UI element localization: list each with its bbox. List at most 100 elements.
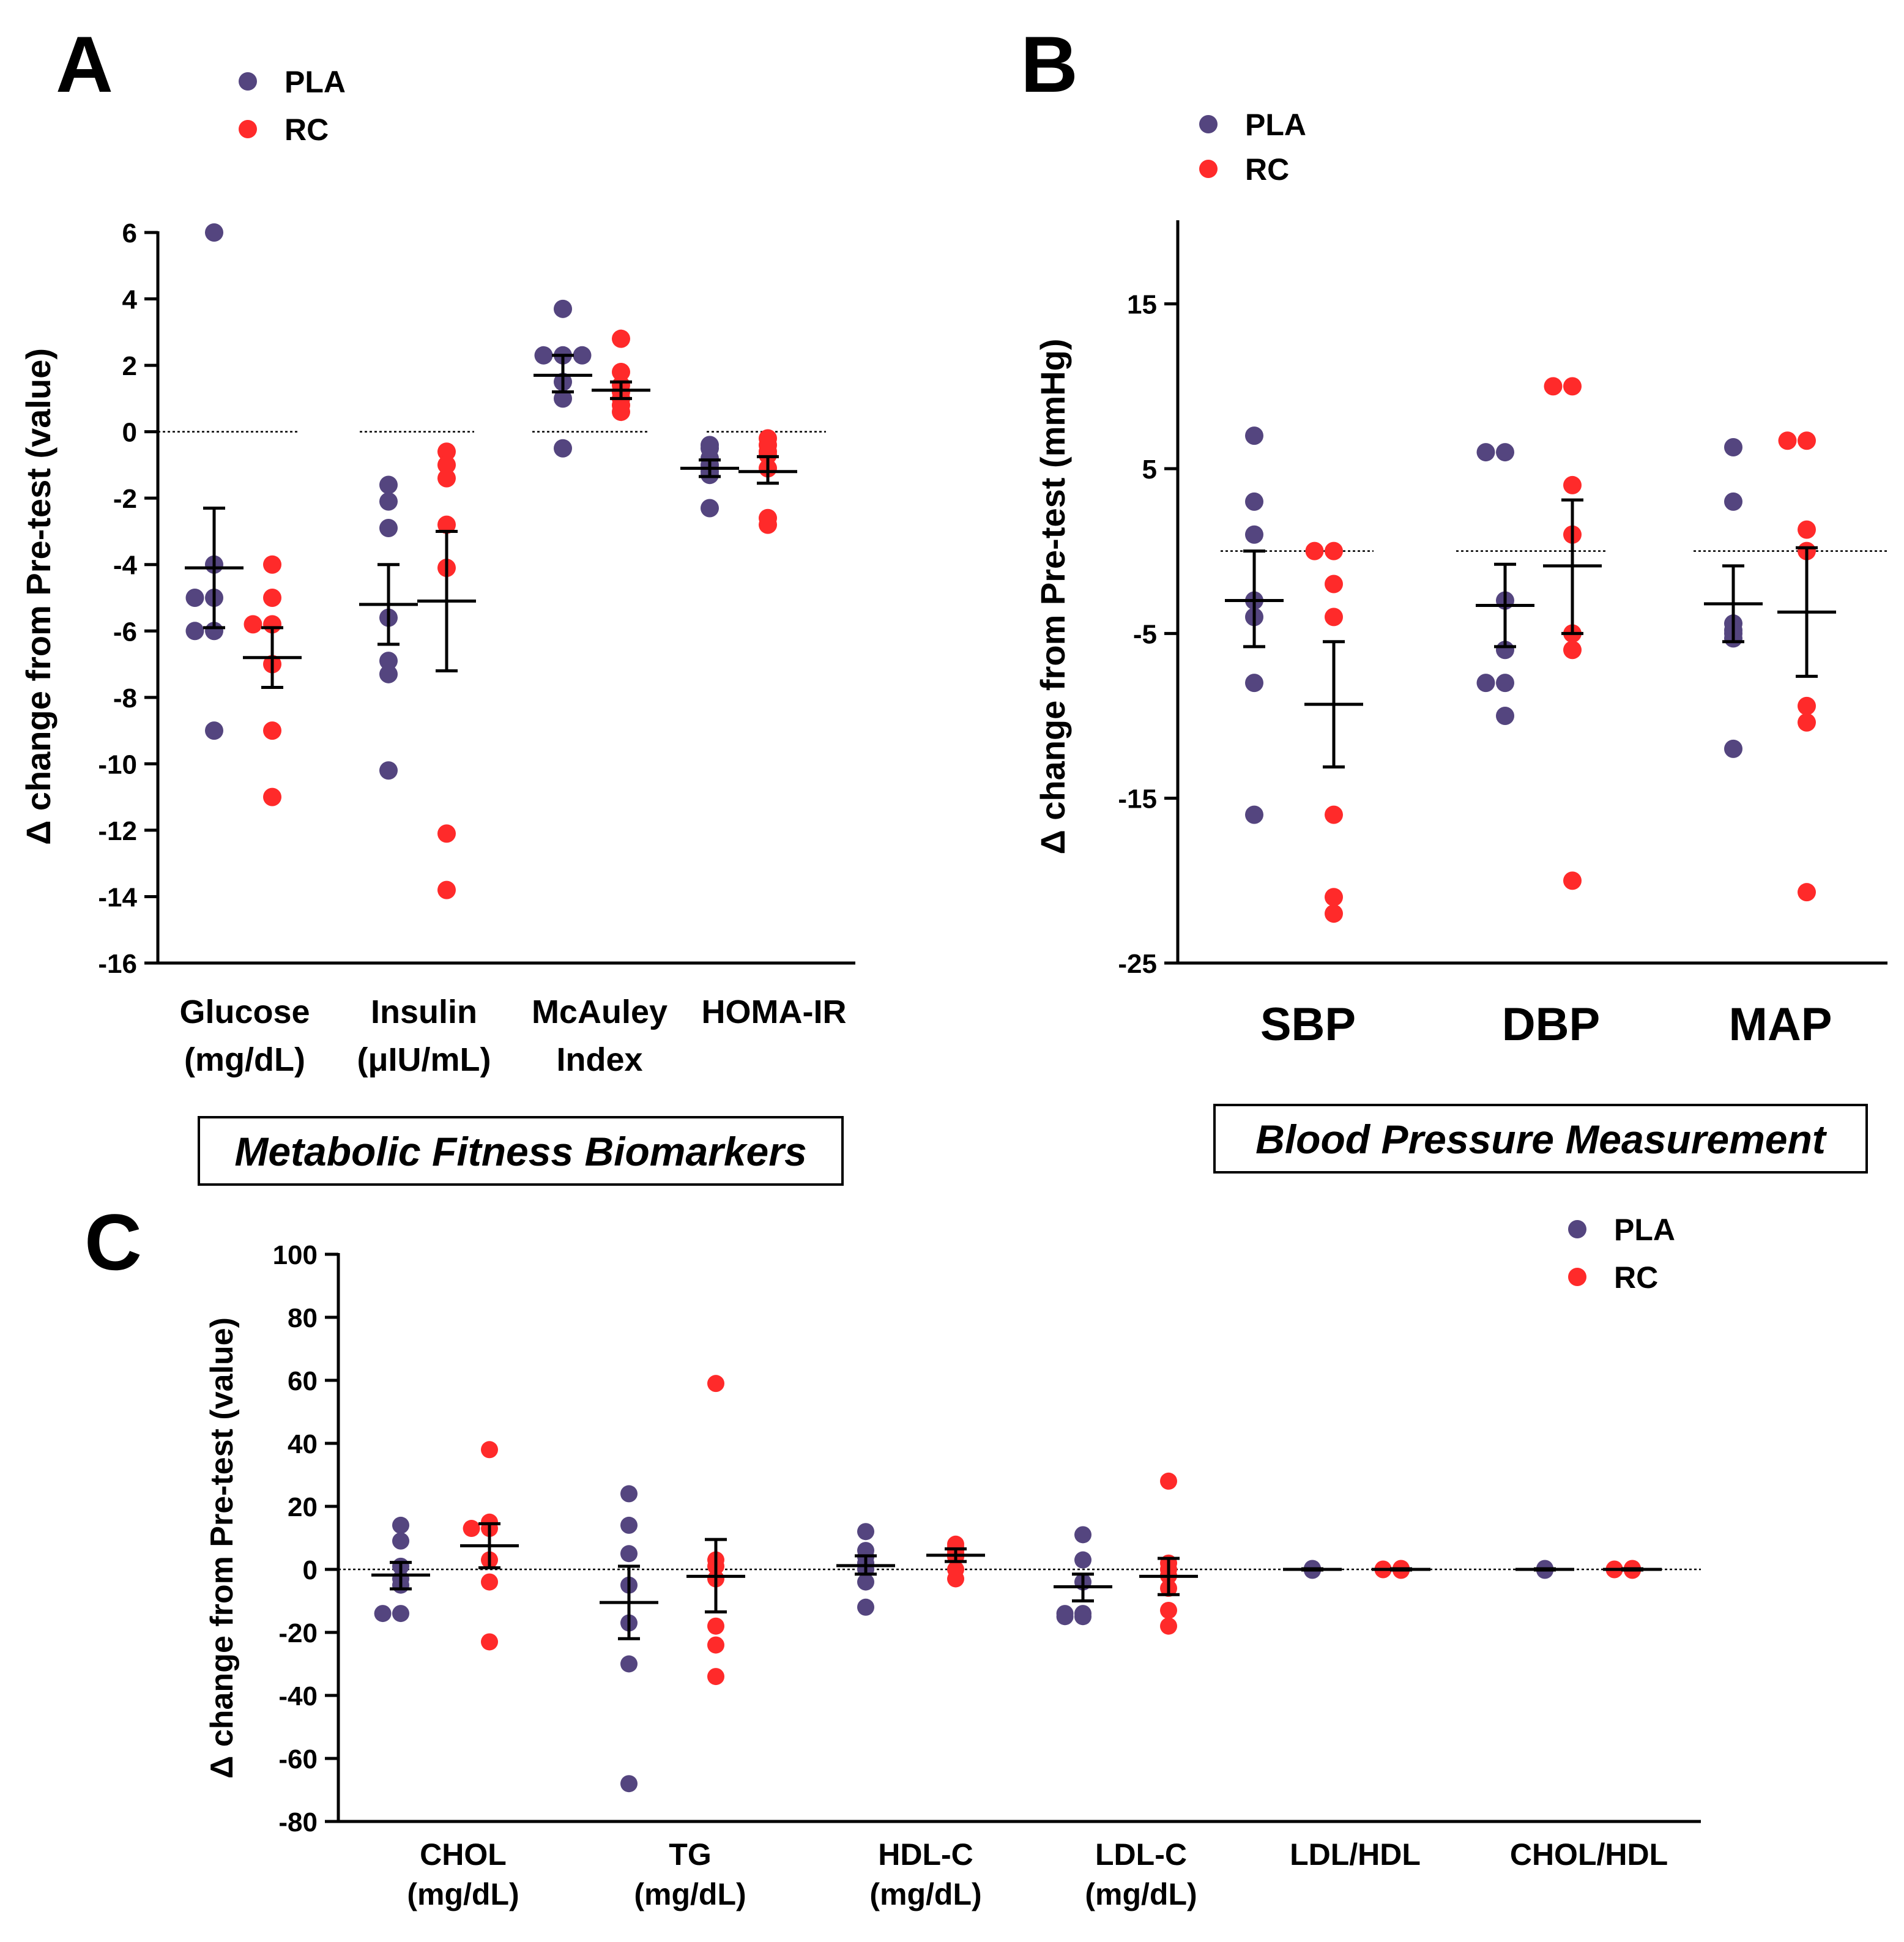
legend-marker-pla xyxy=(239,72,257,91)
y-axis-label: Δ change from Pre-test (value) xyxy=(19,348,58,845)
group-rc xyxy=(243,555,302,806)
x-category-label: LDL/HDL xyxy=(1290,1837,1421,1872)
group-pla xyxy=(1225,426,1284,824)
panel-letter: A xyxy=(56,20,113,109)
group-rc xyxy=(1603,1560,1662,1579)
data-point xyxy=(1160,1617,1177,1635)
data-point xyxy=(437,880,456,899)
data-point xyxy=(612,403,630,422)
data-point xyxy=(1778,431,1797,450)
data-point xyxy=(554,439,572,458)
group-title-box xyxy=(198,1116,844,1186)
x-category-label: Insulin xyxy=(371,994,477,1030)
panel-letter: B xyxy=(1021,20,1078,109)
group-pla xyxy=(600,1485,658,1793)
data-point xyxy=(263,589,281,607)
group-title-box xyxy=(1213,1104,1868,1174)
data-point xyxy=(620,1516,638,1534)
data-point xyxy=(620,1655,638,1673)
data-point xyxy=(1798,431,1816,450)
group-pla xyxy=(371,1516,430,1623)
legend-marker-pla xyxy=(1568,1220,1586,1238)
y-tick-label: -14 xyxy=(98,882,137,912)
data-point xyxy=(1160,1472,1177,1490)
data-point xyxy=(1563,475,1582,494)
x-category-label: McAuley xyxy=(532,994,668,1030)
data-point xyxy=(1724,739,1742,758)
data-point xyxy=(1245,426,1263,445)
data-point xyxy=(185,589,204,607)
data-point xyxy=(437,515,456,534)
y-tick-label: 20 xyxy=(288,1492,318,1522)
data-point xyxy=(1325,541,1343,560)
data-point xyxy=(263,721,281,740)
data-point xyxy=(1074,1551,1091,1569)
data-point xyxy=(1476,674,1495,693)
legend-label-pla: PLA xyxy=(1614,1213,1675,1247)
data-point xyxy=(707,1668,724,1686)
data-point xyxy=(379,492,398,511)
data-point xyxy=(244,615,262,634)
legend: PLA RC xyxy=(239,65,346,147)
legend-label-rc: RC xyxy=(284,113,329,147)
data-point xyxy=(1798,696,1816,715)
data-point xyxy=(707,1617,724,1635)
data-point xyxy=(1563,871,1582,890)
y-tick-label: -80 xyxy=(278,1807,318,1837)
data-point xyxy=(620,1545,638,1563)
data-point xyxy=(620,1775,638,1793)
legend-label-pla: PLA xyxy=(1245,108,1306,142)
x-category-label: LDL-C xyxy=(1095,1837,1187,1872)
data-point xyxy=(759,445,777,464)
x-category-label: (mg/dL) xyxy=(1085,1877,1197,1911)
data-point xyxy=(1563,377,1582,396)
legend-marker-rc xyxy=(1568,1268,1586,1286)
data-point xyxy=(481,1633,498,1651)
panel-letter: C xyxy=(84,1197,142,1287)
y-tick-label: 80 xyxy=(288,1303,318,1333)
data-point xyxy=(185,622,204,641)
data-point xyxy=(205,721,223,740)
legend-marker-rc xyxy=(1199,160,1218,178)
group-rc xyxy=(592,329,650,422)
y-tick-label: -25 xyxy=(1118,949,1157,979)
data-point xyxy=(573,346,592,365)
group-rc xyxy=(1543,377,1602,890)
data-point xyxy=(379,761,398,780)
group-rc xyxy=(686,1375,745,1686)
x-category-label: HDL-C xyxy=(878,1837,973,1872)
group-pla xyxy=(1515,1560,1574,1579)
x-category-label: (mg/dL) xyxy=(407,1877,519,1911)
data-point xyxy=(1245,805,1263,824)
data-point xyxy=(1245,492,1263,511)
panel-A: A PLA RC 6 4 2 0 -2 -4 -6 -8 -10 -12 -14 -16 Δ change f… xyxy=(19,20,855,1186)
data-point xyxy=(379,475,398,494)
group-pla xyxy=(836,1523,895,1616)
data-point xyxy=(857,1598,874,1616)
data-point xyxy=(1496,674,1514,693)
data-point xyxy=(1325,805,1343,824)
data-point xyxy=(620,1485,638,1503)
data-point xyxy=(1325,888,1343,907)
data-point xyxy=(707,1636,724,1654)
data-point xyxy=(1056,1608,1074,1626)
data-point xyxy=(1325,608,1343,627)
data-point xyxy=(1476,443,1495,462)
y-tick-label: 0 xyxy=(122,418,137,448)
group-rc xyxy=(1139,1472,1198,1635)
data-point xyxy=(1325,575,1343,593)
data-point xyxy=(1544,377,1563,396)
data-point xyxy=(1325,904,1343,923)
panel-B: B PLA RC 15 5 -5 -15 -25 Δ change from Pre-test … xyxy=(1021,20,1887,1174)
data-point xyxy=(1724,492,1742,511)
data-point xyxy=(392,1532,409,1550)
group-pla xyxy=(534,299,592,458)
data-point xyxy=(379,519,398,538)
data-point xyxy=(707,1375,724,1393)
group-pla xyxy=(359,475,418,780)
y-tick-label: -60 xyxy=(278,1744,318,1774)
x-category-label: Glucose xyxy=(179,994,310,1030)
y-tick-label: -10 xyxy=(98,750,137,779)
data-point xyxy=(1160,1601,1177,1619)
